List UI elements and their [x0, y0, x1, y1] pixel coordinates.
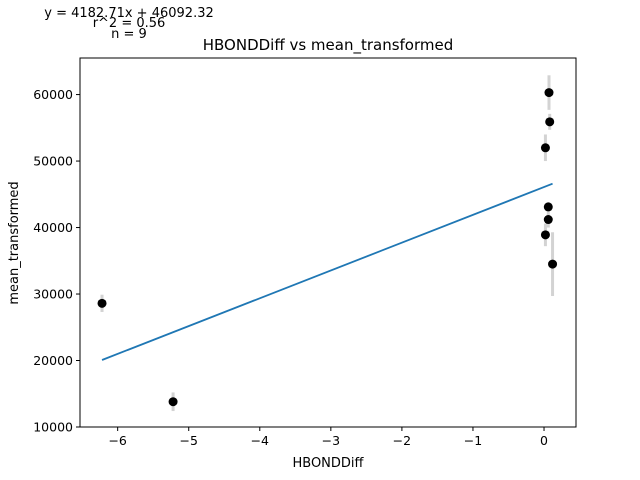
y-tick-label: 50000 [33, 154, 73, 169]
data-point [540, 230, 550, 240]
x-tick-label: −3 [322, 433, 340, 448]
x-axis: −6 −5 −4 −3 −2 −1 0 [108, 427, 548, 448]
data-point [548, 259, 558, 269]
y-tick-label: 20000 [33, 353, 73, 368]
data-point [543, 215, 553, 225]
y-axis-label: mean_transformed [7, 181, 22, 304]
fit-equation: y = 4182.71x + 46092.32 [44, 6, 214, 21]
y-tick-label: 40000 [33, 220, 73, 235]
plot-area [97, 75, 558, 412]
x-tick-label: −5 [180, 433, 198, 448]
y-tick-label: 30000 [33, 287, 73, 302]
data-point [97, 298, 107, 308]
data-point [543, 202, 553, 212]
regression-line [101, 182, 553, 361]
x-axis-label: HBONDDiff [292, 456, 364, 471]
data-point [168, 397, 178, 407]
axes-frame [79, 57, 577, 428]
sample-count: n = 9 [111, 27, 147, 42]
data-point [544, 88, 554, 98]
x-tick-label: −1 [464, 433, 482, 448]
x-tick-label: 0 [540, 433, 548, 448]
y-tick-label: 60000 [33, 87, 73, 102]
r-squared: r^2 = 0.56 [93, 16, 166, 31]
x-tick-label: −4 [251, 433, 269, 448]
y-axis: 10000 20000 30000 40000 50000 60000 [33, 87, 80, 435]
x-tick-label: −2 [393, 433, 411, 448]
data-point [540, 143, 550, 153]
chart-title: HBONDDiff vs mean_transformed [203, 36, 454, 55]
x-tick-label: −6 [108, 433, 126, 448]
data-point [545, 117, 555, 127]
y-tick-label: 10000 [33, 420, 73, 435]
